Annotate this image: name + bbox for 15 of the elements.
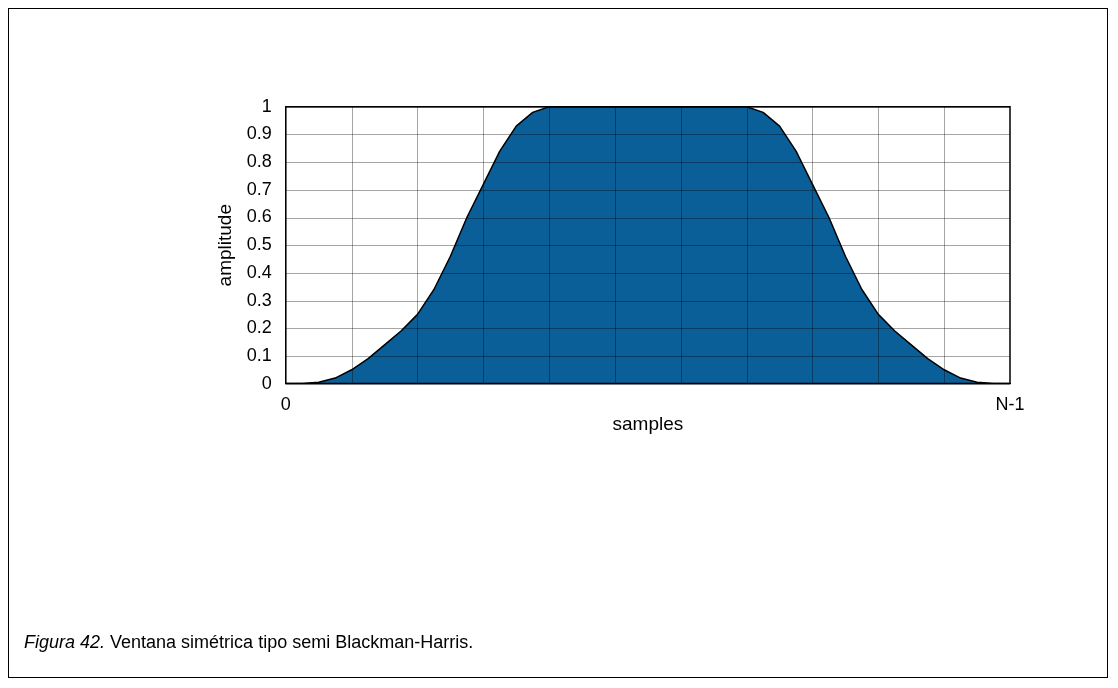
y-tick-label: 0.9 — [246, 123, 272, 144]
y-axis-title: amplitude — [213, 204, 235, 287]
x-axis-title: samples — [612, 412, 684, 434]
y-tick-label: 1 — [261, 95, 272, 116]
text: Figura 42. Ventana simétrica tipo semi Blackman-Harris. — [24, 632, 474, 653]
y-tick-label: 0 — [261, 372, 272, 393]
y-tick-label: 0.5 — [246, 234, 272, 255]
y-tick-label: 0.1 — [246, 344, 272, 365]
y-tick-label: 0.2 — [246, 317, 272, 338]
y-tick-label: 0.6 — [246, 206, 272, 227]
y-tick-label: 0.3 — [246, 289, 272, 310]
y-tick-label: 0.4 — [246, 261, 272, 282]
x-tick-label: N-1 — [995, 394, 1025, 415]
y-tick-label: 0.8 — [246, 151, 272, 172]
y-tick-label: 0.7 — [246, 178, 272, 199]
